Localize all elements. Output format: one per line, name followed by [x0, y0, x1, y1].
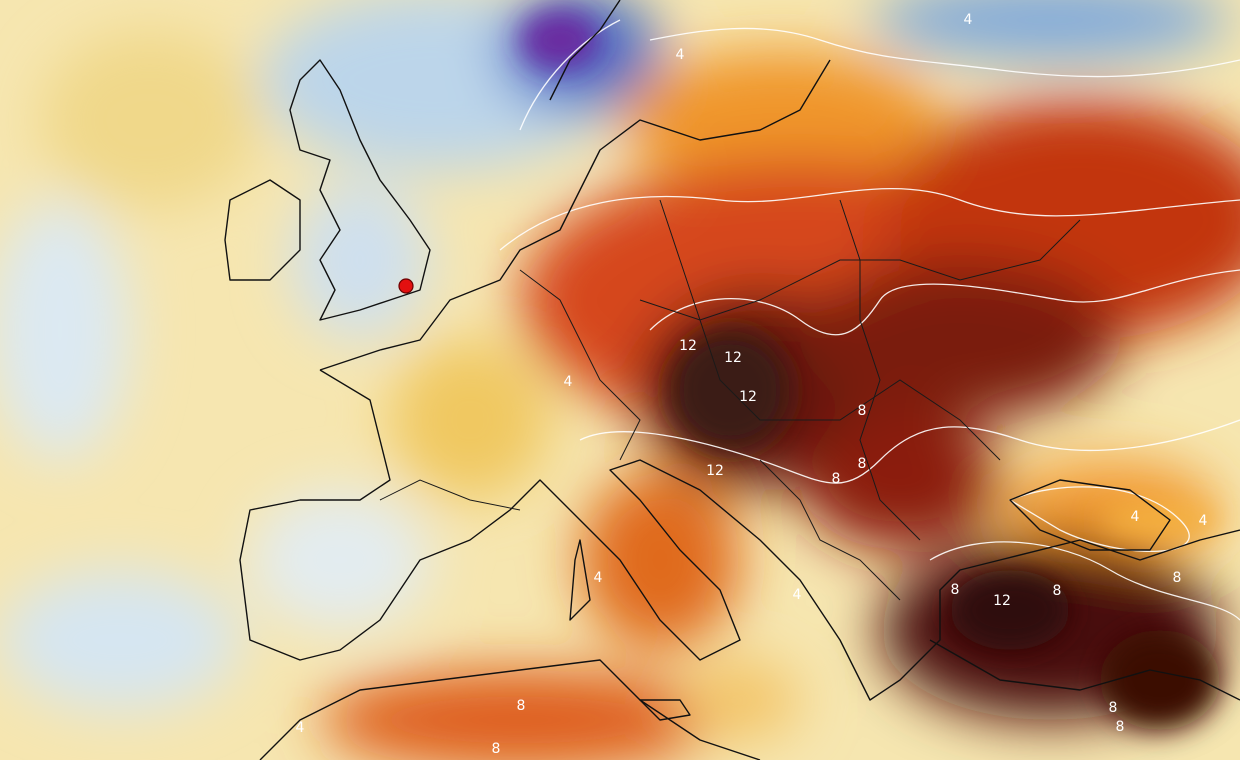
contour-labels: 12 12 12 12 12 8 8 8 8 8 8 8 8 8 8 4 4 4 4 4 4 4 4 — [296, 12, 1208, 757]
contour-label: 8 — [1116, 719, 1125, 735]
coastlines — [224, 0, 1240, 760]
contour-label: 8 — [1173, 570, 1182, 586]
contour-label: 4 — [1199, 513, 1208, 529]
contour-label: 8 — [517, 698, 526, 714]
contour-label: 4 — [1131, 509, 1140, 525]
contour-label: 12 — [706, 463, 724, 479]
contour-label: 12 — [993, 593, 1011, 609]
location-marker — [398, 278, 414, 294]
contour-label: 8 — [858, 403, 867, 419]
contour-label: 8 — [492, 741, 501, 757]
contour-label: 8 — [1053, 583, 1062, 599]
contour-label: 4 — [793, 587, 802, 603]
contour-label: 8 — [832, 471, 841, 487]
contour-label: 8 — [858, 456, 867, 472]
borders — [379, 199, 1081, 601]
contour-label: 4 — [594, 570, 603, 586]
contour-label: 12 — [724, 350, 742, 366]
contour-label: 8 — [1109, 700, 1118, 716]
contour-label: 4 — [964, 12, 973, 28]
contour-label: 4 — [296, 720, 305, 736]
contour-label: 4 — [564, 374, 573, 390]
contour-label: 4 — [676, 47, 685, 63]
contour-label: 12 — [679, 338, 697, 354]
contour-label: 12 — [739, 389, 757, 405]
isotherms — [499, 19, 1240, 621]
contour-label: 8 — [951, 582, 960, 598]
